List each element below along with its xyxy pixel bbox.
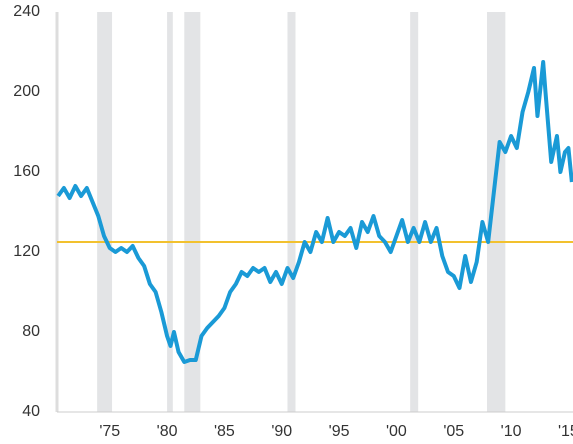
x-tick-label: '90	[271, 423, 292, 440]
recession-band	[487, 12, 506, 412]
y-tick-label: 80	[22, 323, 40, 340]
x-tick-label: '75	[99, 423, 120, 440]
recession-band	[167, 12, 173, 412]
recession-band	[97, 12, 113, 412]
x-tick-label: '80	[157, 423, 178, 440]
x-tick-label: '85	[214, 423, 235, 440]
x-tick-label: '95	[329, 423, 350, 440]
data-line	[56, 60, 573, 364]
y-tick-label: 160	[13, 163, 40, 180]
recession-band	[410, 12, 419, 412]
y-tick-label: 240	[13, 3, 40, 20]
x-tick-label: '00	[386, 423, 407, 440]
y-tick-label: 40	[22, 403, 40, 420]
recession-band	[287, 12, 296, 412]
y-tick-label: 200	[13, 83, 40, 100]
y-tick-label: 120	[13, 243, 40, 260]
x-tick-label: '05	[443, 423, 464, 440]
x-tick-label: '15	[558, 423, 573, 440]
recession-band	[184, 12, 201, 412]
x-tick-label: '10	[501, 423, 522, 440]
